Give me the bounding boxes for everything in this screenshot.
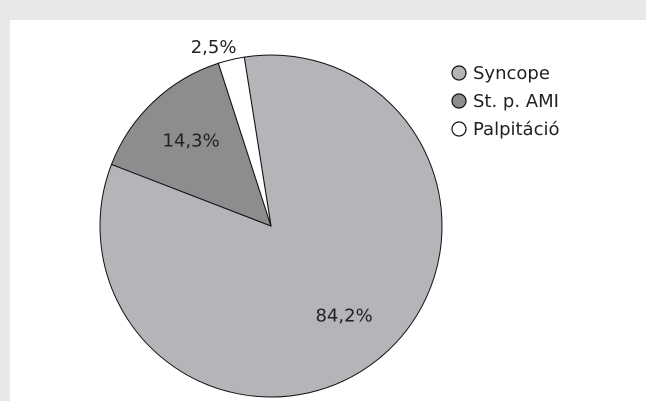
legend-swatch [451,65,467,81]
slice-label: 14,3% [163,131,220,152]
legend-swatch [451,93,467,109]
legend-label: Palpitáció [473,119,560,140]
slice-label: 2,5% [191,37,237,58]
legend-label: Syncope [473,63,550,84]
slice-label: 84,2% [315,305,372,326]
legend-label: St. p. AMI [473,91,559,112]
legend-swatch [451,121,467,137]
pie-slice [217,56,272,227]
